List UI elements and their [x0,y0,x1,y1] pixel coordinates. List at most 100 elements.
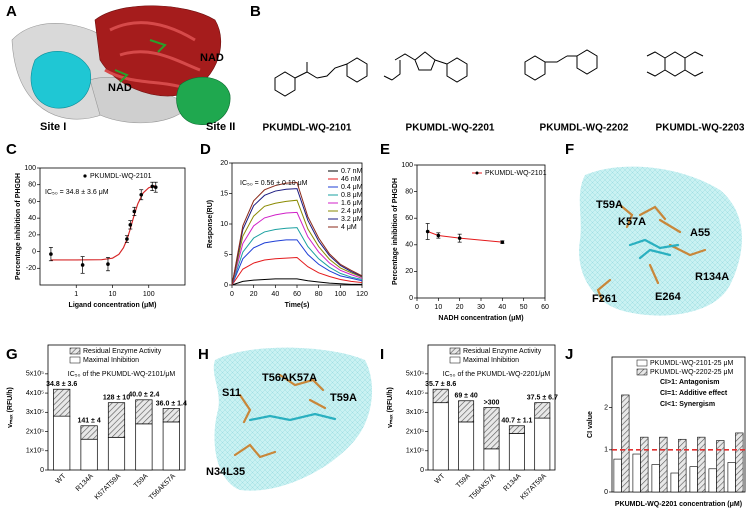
residue-label: T59A [596,199,623,211]
x-tick-label: 20 [456,304,464,311]
bar-segment [534,417,551,471]
subtitle: IC₅₀ of the PKUMDL-WQ-2201/μM [443,371,551,378]
bar-annotation: 37.5 ± 6.7 [527,395,558,402]
x-tick-label: 0 [415,304,419,311]
legend-label: PKUMDL-WQ-2101 [485,170,547,177]
y-tick-label: 40 [28,215,36,222]
legend-marker [83,174,87,178]
bar [716,440,725,493]
data-point [457,236,462,240]
data-point [106,262,110,266]
bar [689,466,698,493]
y-tick-label: 4x10⁵ [26,390,44,397]
y-tick-label: 100 [24,165,36,172]
data-point [132,209,137,214]
y-tick-label: 0 [32,248,36,255]
bar-segment [135,423,153,471]
x-tick-label: T59A [455,473,472,490]
x-tick-label: T56AK57A [148,473,177,502]
x-axis-label: Ligand concentration (μM) [69,302,157,309]
x-tick-label: R134A [503,473,523,493]
y-axis-label: Percentage inhibition of PHGDH [392,178,399,285]
bar [651,464,660,493]
residue-label: R134A [695,271,729,283]
bar-segment [53,388,71,417]
legend-label: 2.4 μM [341,208,363,215]
x-tick-label: T59A [133,473,150,490]
legend-label: Maximal Inhibition [463,357,519,364]
bar [640,436,649,493]
y-tick-label: 10 [220,221,228,228]
binding-pocket [579,166,742,316]
y-axis-label: Percentage inhibition of PHGDH [15,173,22,280]
panel-letter: I [380,346,384,363]
y-tick-label: 0 [40,467,44,474]
legend-label: 0.8 μM [341,192,363,199]
y-tick-label: 3x10⁵ [26,409,44,416]
y-tick-label: 5 [224,251,228,258]
x-tick-label: K57AT59A [519,473,548,502]
binding-pocket [213,347,373,491]
plot-frame [416,164,546,299]
x-axis-label: PKUMDL-WQ-2201 concentration (μM) [615,501,742,508]
x-tick-label: WT [434,472,447,485]
bar-segment [432,402,449,471]
y-axis-label: vₘₐₓ (RFU/h) [387,387,394,428]
bar [697,436,706,493]
x-tick-label: 120 [356,291,368,298]
bar-segment [483,407,500,450]
bar-annotation: 40.0 ± 2.4 [128,392,159,399]
x-tick-label: R134A [75,473,95,493]
bar-segment [534,402,551,419]
y-tick-label: 60 [405,215,413,222]
panel-letter: F [565,141,574,158]
data-point [125,237,129,241]
data-point [49,252,53,256]
y-tick-label: 0 [604,489,608,496]
x-tick-label: K57AT59A [94,473,123,502]
x-tick-label: 1 [74,291,78,298]
y-tick-label: 3x10⁵ [406,409,424,416]
legend-label: 0.4 μM [341,184,363,191]
chemical-structures [274,49,704,97]
bar-annotation: >300 [484,399,500,406]
y-axis-label: vₘₐₓ (RFU/h) [7,387,14,428]
series-line [231,199,363,286]
bar-segment [80,425,98,440]
x-tick-label: 20 [250,291,258,298]
x-tick-label: T56AK57A [468,473,497,502]
x-axis-label: Time(s) [285,302,310,309]
bar-annotation: 35.7 ± 8.6 [425,381,456,388]
bar-annotation: 40.7 ± 1.1 [501,418,532,425]
bar-segment [432,388,449,404]
bar-segment [107,402,126,438]
legend-swatch [449,347,461,355]
y-tick-label: 20 [28,232,36,239]
bar-segment [508,433,525,471]
y-tick-label: 80 [405,188,413,195]
y-tick-label: 5x10⁵ [26,371,44,378]
bar [621,394,630,493]
x-tick-label: 60 [293,291,301,298]
compound-name: PKUMDL-WQ-2203 [656,123,745,134]
y-tick-label: 1 [604,447,608,454]
legend-label: 1.6 μM [341,200,363,207]
series-line [231,211,363,286]
data-point [436,233,441,238]
y-tick-label: 60 [28,198,36,205]
series-line [231,278,362,286]
y-tick-label: 4x10⁵ [406,390,424,397]
annotation: IC₅₀ = 34.8 ± 3.6 μM [45,189,109,196]
x-tick-label: 40 [498,304,506,311]
bar-annotation: 34.8 ± 3.6 [46,381,77,388]
site-label: Site II [206,121,235,133]
residue-label: A55 [690,227,710,239]
y-tick-label: 0 [224,282,228,289]
residue-label: S11 [222,387,241,399]
note: CI<1: Synergism [660,401,715,408]
subtitle: IC₅₀ of the PKUMDL-WQ-2101/μM [68,371,176,378]
bar [678,438,687,493]
residue-label: K57A [618,216,646,228]
residue-label: E264 [655,291,682,303]
y-tick-label: 5x10⁵ [406,371,424,378]
